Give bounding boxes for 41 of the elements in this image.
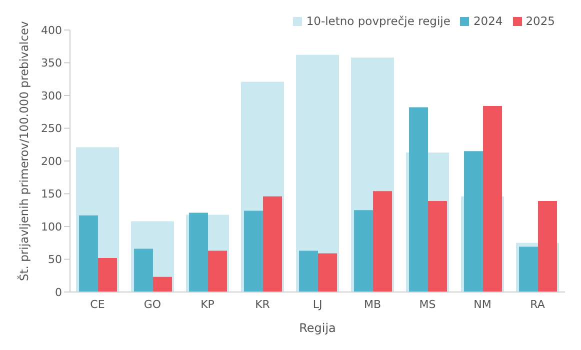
x-tick-label: KP (200, 298, 215, 311)
bar (409, 107, 428, 292)
x-tick-label: LJ (312, 298, 322, 311)
bar (483, 106, 502, 292)
bar (354, 210, 373, 292)
y-axis-title: Št. prijavljenih primerov/100.000 prebivalcev (17, 21, 32, 281)
bar (464, 151, 483, 292)
bar (519, 246, 538, 292)
y-tick-label: 150 (41, 188, 62, 201)
y-tick-label: 300 (41, 89, 62, 102)
bar (299, 250, 318, 292)
x-tick-label: MS (419, 298, 436, 311)
bar (244, 210, 263, 292)
x-axis-title: Regija (299, 321, 336, 335)
x-tick-label: CE (90, 298, 105, 311)
bar (134, 248, 153, 292)
bar (79, 215, 98, 292)
bar (153, 276, 172, 292)
y-tick-label: 400 (41, 24, 62, 37)
x-tick-label: MB (364, 298, 382, 311)
legend-label: 10-letno povprečje regije (306, 14, 450, 28)
x-tick-label: NM (474, 298, 492, 311)
y-tick-label: 250 (41, 122, 62, 136)
legend-label: 2024 (473, 14, 503, 28)
y-tick-label: 100 (41, 220, 62, 234)
bar (428, 200, 447, 292)
bar (318, 253, 337, 292)
y-tick-label: 200 (41, 154, 62, 168)
x-tick-label: RA (530, 298, 546, 311)
y-tick-label: 350 (41, 56, 62, 70)
bar (208, 250, 227, 292)
bar (98, 258, 117, 292)
bar (189, 212, 208, 292)
bar (373, 191, 392, 292)
x-tick-label: GO (144, 298, 162, 311)
x-tick-label: KR (255, 298, 270, 311)
bar (263, 196, 282, 292)
legend-label: 2025 (526, 14, 555, 28)
y-tick-label: 0 (55, 286, 62, 299)
bar (538, 200, 557, 292)
y-tick-label: 50 (48, 253, 62, 266)
